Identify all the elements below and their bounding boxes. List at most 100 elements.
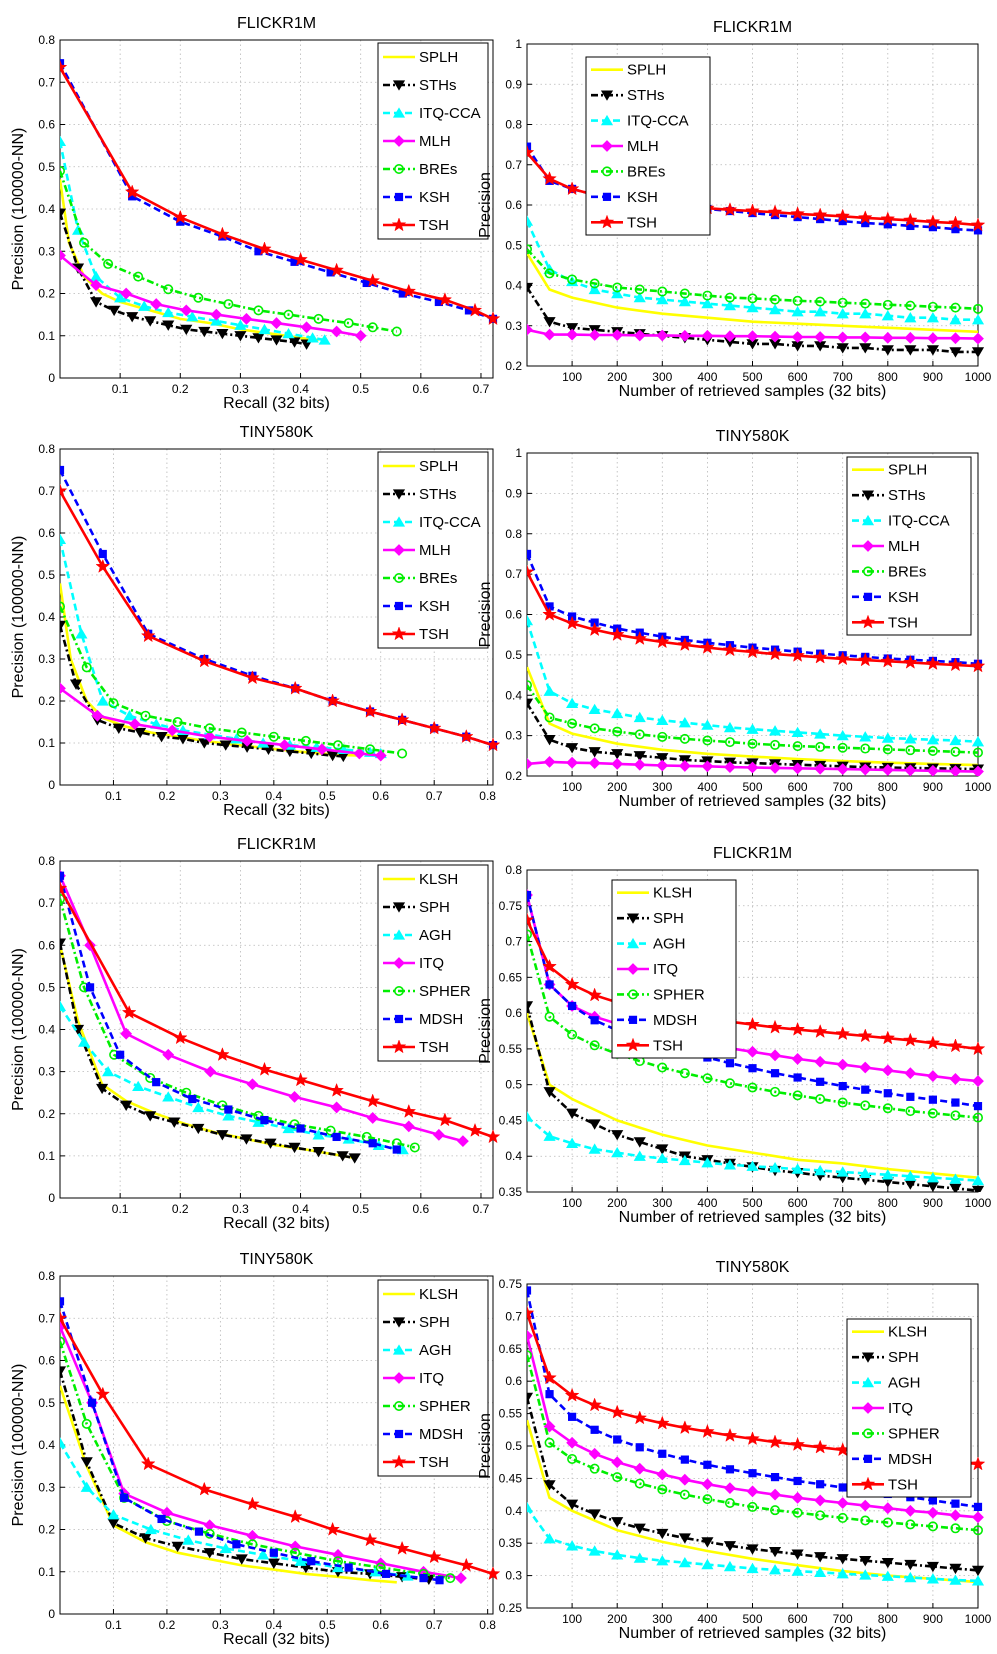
y-tick-label: 0.3 (38, 1065, 55, 1079)
legend-label: BREs (888, 563, 926, 580)
data-point (366, 1112, 379, 1124)
data-point (793, 1073, 802, 1082)
data-point (527, 215, 534, 226)
data-point (861, 1352, 875, 1363)
data-point (219, 740, 232, 751)
y-tick-label: 0.4 (505, 279, 522, 293)
series-line (527, 620, 979, 743)
data-point (393, 544, 405, 556)
data-point (633, 758, 646, 771)
data-point (145, 1072, 156, 1083)
x-tick-label: 0.6 (412, 1202, 429, 1216)
data-point (862, 566, 873, 577)
data-point (791, 1549, 804, 1560)
y-axis-label: Precision (477, 172, 494, 238)
data-point (542, 171, 557, 186)
data-point (168, 1117, 181, 1128)
data-point (812, 1439, 828, 1454)
data-point (791, 305, 804, 317)
data-point (485, 1129, 501, 1144)
x-tick-label: 0.8 (479, 789, 496, 803)
data-point (545, 980, 554, 989)
data-point (949, 1574, 962, 1585)
x-tick-label: 800 (878, 370, 898, 384)
data-point (769, 330, 781, 343)
legend: KLSH SPH AGH ITQ SPHER MDSH TSH (611, 879, 737, 1059)
data-point (657, 1062, 668, 1073)
data-point (814, 1566, 827, 1578)
y-tick-label: 0.3 (38, 244, 55, 258)
data-point (485, 737, 501, 752)
series-layer (60, 1297, 501, 1586)
data-point (746, 1045, 759, 1058)
legend-label: STHs (627, 87, 665, 104)
data-point (278, 739, 291, 752)
series-line (60, 898, 416, 1149)
data-point (860, 1515, 871, 1526)
data-point (859, 1569, 872, 1580)
data-point (747, 1082, 758, 1093)
data-point (392, 1145, 401, 1154)
data-point (325, 1521, 340, 1536)
series-line (60, 605, 403, 755)
series-line (60, 170, 398, 333)
data-point (814, 762, 827, 775)
data-point (881, 331, 894, 344)
data-point (543, 1087, 556, 1098)
data-point (588, 329, 601, 341)
series-line (60, 490, 494, 747)
data-point (223, 299, 234, 310)
plot-frame (526, 43, 979, 367)
series-layer (527, 549, 986, 776)
data-point (344, 1563, 353, 1572)
data-point (746, 301, 759, 313)
legend-label: TSH (419, 217, 449, 234)
data-point (527, 680, 532, 691)
legend-label: ITQ-CCA (419, 105, 481, 122)
y-tick-label: 0.7 (505, 1309, 522, 1323)
data-point (392, 489, 406, 500)
data-point (972, 332, 984, 345)
legend-label: KSH (888, 589, 919, 606)
data-point (881, 732, 894, 743)
data-point (527, 144, 535, 159)
data-point (288, 1142, 301, 1154)
data-point (588, 1509, 601, 1520)
data-point (654, 1415, 670, 1430)
data-point (257, 1549, 270, 1560)
data-point (791, 1491, 804, 1504)
data-point (527, 1501, 534, 1513)
data-point (140, 628, 156, 643)
x-tick-label: 800 (878, 1196, 898, 1210)
data-point (678, 295, 691, 307)
data-point (656, 1468, 669, 1481)
data-point (859, 731, 872, 742)
data-point (134, 727, 147, 739)
data-point (543, 735, 556, 746)
chart-panel: 100 200 300 400 500 600 700 800 900 1000 0.2 0.3 0.4… (477, 428, 992, 810)
y-tick-label: 0.8 (38, 1269, 55, 1283)
y-tick-label: 0.3 (505, 1569, 522, 1583)
data-point (971, 347, 985, 358)
x-tick-label: 600 (788, 370, 808, 384)
data-point (353, 747, 366, 760)
data-point (600, 90, 614, 101)
series-line (527, 1012, 979, 1179)
data-point (612, 282, 623, 293)
data-point (566, 323, 579, 334)
legend-label: AGH (888, 1375, 921, 1392)
data-point (296, 1124, 305, 1133)
x-tick-label: 0.1 (105, 789, 122, 803)
data-point (60, 938, 67, 949)
y-tick-label: 0.5 (505, 238, 522, 252)
legend-label: AGH (419, 927, 452, 944)
data-point (625, 1037, 641, 1052)
x-tick-label: 0.2 (159, 1618, 176, 1632)
data-point (814, 728, 827, 739)
data-point (904, 312, 917, 323)
x-tick-label: 100 (562, 1612, 582, 1626)
data-point (837, 742, 848, 753)
data-point (837, 1097, 848, 1108)
data-point (881, 1169, 894, 1180)
data-point (880, 211, 896, 226)
